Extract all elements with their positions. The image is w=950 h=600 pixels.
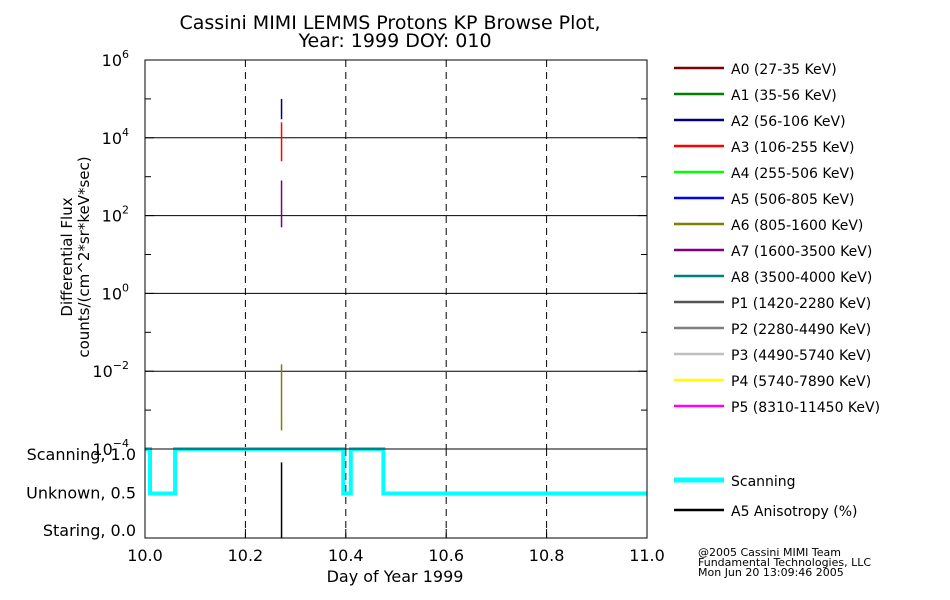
legend-label: P1 (1420-2280 KeV) [731,296,871,312]
y-tick-label: 104 [102,126,129,148]
credit-line-1: @2005 Cassini MIMI Team [698,546,841,559]
y-tick-label: 100 [102,281,129,303]
top-panel-frame [144,59,648,450]
y-tick-label: 102 [102,204,129,226]
chart-subtitle: Year: 1999 DOY: 010 [297,30,491,52]
x-tick-label: 10.8 [529,546,565,565]
x-tick-label: 10.2 [228,546,264,565]
y-axis-label-line2: counts/(cm^2*sr*keV*sec) [75,156,93,357]
bottom-y-tick-label: Staring, 0.0 [43,521,136,540]
legend-label: A4 (255-506 KeV) [731,166,854,182]
x-tick-label: 10.6 [428,546,464,565]
legend-label: A7 (1600-3500 KeV) [731,244,872,260]
legend-label: P4 (5740-7890 KeV) [731,374,871,390]
legend2-label: A5 Anisotropy (%) [731,504,858,520]
legend-label: P2 (2280-4490 KeV) [731,322,871,338]
credit-line-3: Mon Jun 20 13:09:46 2005 [698,566,844,579]
legend-label: P5 (8310-11450 KeV) [731,400,880,416]
legend2-label: Scanning [731,474,796,490]
y-tick-label: 10−2 [92,359,129,381]
legend-label: A3 (106-255 KeV) [731,140,854,156]
scanning-series-line [145,447,647,496]
y-tick-label: 106 [102,48,129,70]
credit-line-2: Fundamental Technologies, LLC [698,556,871,569]
bottom-y-tick-label: Scanning, 1.0 [27,445,136,464]
chart-title: Cassini MIMI LEMMS Protons KP Browse Plo… [179,12,600,34]
x-axis-label: Day of Year 1999 [327,567,464,586]
x-tick-label: 11.0 [629,546,665,565]
legend-label: A6 (805-1600 KeV) [731,218,863,234]
x-tick-label: 10.4 [328,546,364,565]
y-axis-label-line1: Differential Flux [58,197,76,316]
x-tick-label: 10.0 [127,546,163,565]
y-tick-label: 10−4 [92,437,129,459]
legend-label: A0 (27-35 KeV) [731,62,837,78]
legend-label: A5 (506-805 KeV) [731,192,854,208]
bottom-y-tick-label: Unknown, 0.5 [26,484,136,503]
legend-label: A8 (3500-4000 KeV) [731,270,872,286]
legend-label: P3 (4490-5740 KeV) [731,348,871,364]
bottom-panel-frame [144,448,648,539]
legend-label: A2 (56-106 KeV) [731,114,846,130]
legend-label: A1 (35-56 KeV) [731,88,837,104]
